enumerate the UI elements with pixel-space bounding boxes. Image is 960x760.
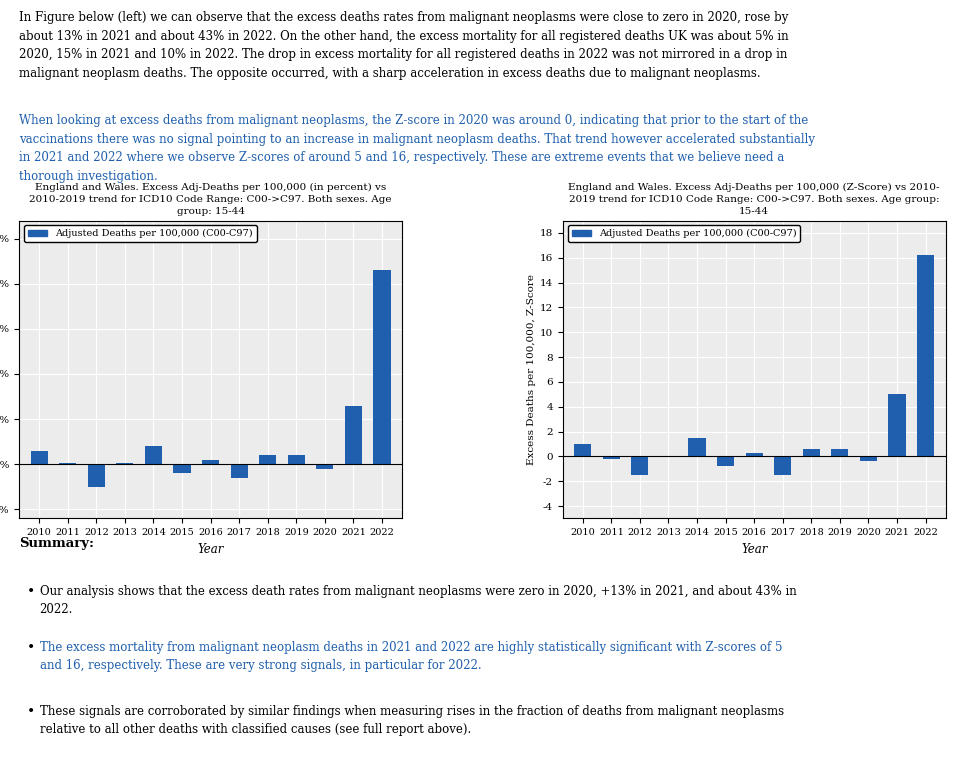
Bar — [116, 463, 133, 464]
Bar — [259, 455, 276, 464]
Bar — [345, 406, 362, 464]
Bar — [174, 464, 191, 473]
Bar — [746, 453, 763, 457]
Bar — [288, 455, 305, 464]
Text: •: • — [27, 641, 35, 654]
Bar — [831, 449, 849, 457]
Bar — [31, 451, 48, 464]
Text: Our analysis shows that the excess death rates from malignant neoplasms were zer: Our analysis shows that the excess death… — [39, 584, 797, 616]
X-axis label: Year: Year — [741, 543, 767, 556]
Title: England and Wales. Excess Adj-Deaths per 100,000 (in percent) vs
2010-2019 trend: England and Wales. Excess Adj-Deaths per… — [30, 183, 392, 216]
Y-axis label: Excess Deaths per 100,000, Z-Score: Excess Deaths per 100,000, Z-Score — [527, 274, 536, 465]
Bar — [717, 457, 734, 467]
Bar — [145, 446, 162, 464]
Text: These signals are corroborated by similar findings when measuring rises in the f: These signals are corroborated by simila… — [39, 705, 783, 736]
Bar — [574, 444, 591, 457]
X-axis label: Year: Year — [198, 543, 224, 556]
Bar — [774, 457, 791, 475]
Bar — [316, 464, 333, 469]
Bar — [803, 449, 820, 457]
Text: •: • — [27, 705, 35, 719]
Legend: Adjusted Deaths per 100,000 (C00-C97): Adjusted Deaths per 100,000 (C00-C97) — [567, 226, 801, 242]
Bar — [87, 464, 105, 487]
Bar — [688, 438, 706, 457]
Legend: Adjusted Deaths per 100,000 (C00-C97): Adjusted Deaths per 100,000 (C00-C97) — [24, 226, 256, 242]
Text: The excess mortality from malignant neoplasm deaths in 2021 and 2022 are highly : The excess mortality from malignant neop… — [39, 641, 782, 672]
Bar — [230, 464, 248, 478]
Text: Summary:: Summary: — [19, 537, 94, 550]
Bar — [888, 394, 905, 457]
Title: England and Wales. Excess Adj-Deaths per 100,000 (Z-Score) vs 2010-
2019 trend f: England and Wales. Excess Adj-Deaths per… — [568, 183, 940, 216]
Bar — [373, 270, 391, 464]
Bar — [603, 457, 620, 459]
Bar — [860, 457, 877, 461]
Text: In Figure below (left) we can observe that the excess deaths rates from malignan: In Figure below (left) we can observe th… — [19, 11, 789, 80]
Text: •: • — [27, 584, 35, 599]
Bar — [632, 457, 649, 475]
Text: When looking at excess deaths from malignant neoplasms, the Z-score in 2020 was : When looking at excess deaths from malig… — [19, 114, 815, 182]
Bar — [202, 460, 219, 464]
Bar — [917, 255, 934, 457]
